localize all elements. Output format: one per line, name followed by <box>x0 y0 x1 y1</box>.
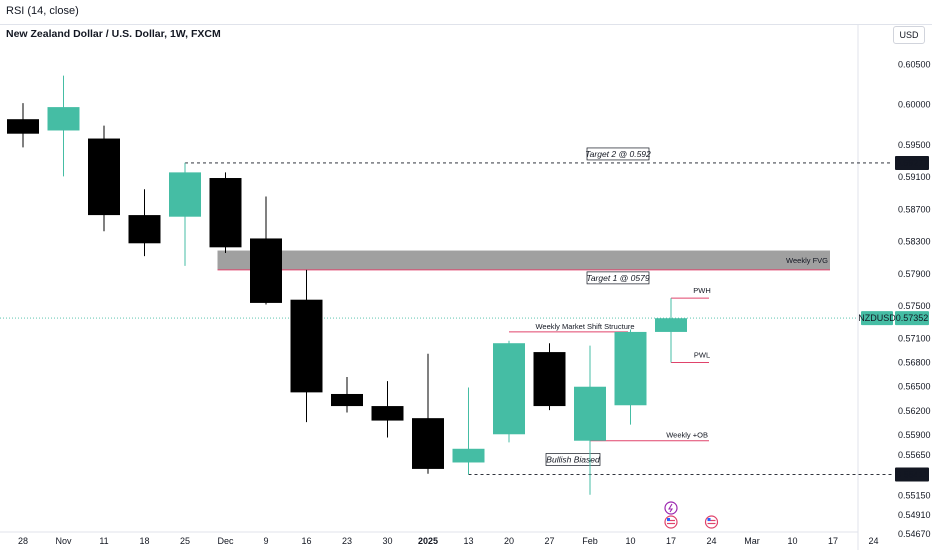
x-tick-label: 16 <box>301 536 311 546</box>
y-tick-label: 0.55150 <box>898 491 931 501</box>
candle-body[interactable] <box>371 406 404 421</box>
x-tick-label: 25 <box>180 536 190 546</box>
price-badge <box>895 311 929 326</box>
pwl-label: PWL <box>694 351 710 360</box>
y-tick-label: 0.56200 <box>898 406 931 416</box>
x-tick-label: 18 <box>139 536 149 546</box>
candle-body[interactable] <box>88 138 120 216</box>
candle-body[interactable] <box>574 386 606 441</box>
x-tick-label: 27 <box>544 536 554 546</box>
candle-body[interactable] <box>290 299 323 393</box>
candle-body[interactable] <box>452 448 485 463</box>
price-badge-text: 0.59277 <box>896 158 929 168</box>
indicator-bar: RSI (14, close) <box>0 0 932 25</box>
x-tick-label: 13 <box>463 536 473 546</box>
us-flag-canton <box>667 518 670 521</box>
y-tick-label: 0.59100 <box>898 172 931 182</box>
target-1-label: Target 1 @ 0579 <box>586 273 649 283</box>
y-tick-label: 0.54670 <box>898 529 931 539</box>
price-badge-text: 0.55411 <box>896 469 928 479</box>
x-tick-label: 10 <box>787 536 797 546</box>
x-tick-label: Nov <box>55 536 72 546</box>
y-tick-label: 0.57500 <box>898 301 931 311</box>
y-tick-label: 0.59500 <box>898 140 931 150</box>
indicator-label[interactable]: RSI (14, close) <box>6 5 79 17</box>
x-tick-label: Feb <box>582 536 598 546</box>
x-tick-label: 11 <box>99 536 108 546</box>
symbol-badge-text: NZDUSD <box>858 313 896 323</box>
x-tick-label: Mar <box>744 536 760 546</box>
x-tick-label: 24 <box>706 536 716 546</box>
candle-body[interactable] <box>250 238 282 303</box>
x-tick-label: Dec <box>217 536 234 546</box>
target-2-label-box <box>586 147 650 161</box>
x-tick-label: 9 <box>263 536 268 546</box>
x-tick-label: 2025 <box>418 536 438 546</box>
x-tick-label: 23 <box>342 536 352 546</box>
x-tick-label: 24 <box>868 536 878 546</box>
bullish-biased-label: Bullish Biased <box>546 454 600 464</box>
y-tick-label: 0.57900 <box>898 269 931 279</box>
candle-body[interactable] <box>128 215 161 244</box>
x-tick-label: 17 <box>828 536 838 546</box>
candle-body[interactable] <box>7 119 39 134</box>
us-flag-canton <box>707 518 711 521</box>
y-tick-label: 0.58300 <box>898 237 931 247</box>
x-tick-label: 17 <box>666 536 676 546</box>
y-tick-label: 0.56800 <box>898 358 931 368</box>
fvg-zone <box>217 250 830 270</box>
y-tick-label: 0.60000 <box>898 100 931 110</box>
candle-body[interactable] <box>412 418 444 469</box>
currency-button[interactable]: USD <box>893 26 925 44</box>
x-tick-label: 20 <box>504 536 514 546</box>
y-tick-label: 0.54910 <box>898 510 931 520</box>
us-flag-icon[interactable] <box>664 515 678 529</box>
pwh-label: PWH <box>693 286 711 295</box>
fvg-label: Weekly FVG <box>786 256 828 265</box>
us-flag-icon[interactable] <box>704 515 719 529</box>
candle-body[interactable] <box>655 318 687 332</box>
y-tick-label: 0.57100 <box>898 333 931 343</box>
y-tick-label: 0.60500 <box>898 59 931 69</box>
target-2-label: Target 2 @ 0.592 <box>585 149 651 159</box>
candle-body[interactable] <box>614 331 647 406</box>
y-tick-label: 0.58700 <box>898 204 931 214</box>
price-badge-text: 0.57352 <box>896 313 929 323</box>
bullish-biased-label-box <box>545 453 601 466</box>
price-badge <box>895 155 929 170</box>
candle-body[interactable] <box>331 393 363 407</box>
candle-body[interactable] <box>209 178 242 248</box>
candle-body[interactable] <box>47 107 80 131</box>
price-badge <box>895 467 929 482</box>
y-tick-label: 0.55900 <box>898 430 931 440</box>
symbol-title: New Zealand Dollar / U.S. Dollar, 1W, FX… <box>6 28 221 40</box>
candle-body[interactable] <box>533 352 566 407</box>
market-shift-label: Weekly Market Shift Structure <box>535 322 634 331</box>
flash-icon[interactable] <box>664 501 678 515</box>
weekly-ob-label: Weekly +OB <box>666 431 708 440</box>
x-tick-label: 28 <box>18 536 28 546</box>
candle-body[interactable] <box>493 343 525 435</box>
y-tick-label: 0.56500 <box>898 382 931 392</box>
x-tick-label: 30 <box>382 536 392 546</box>
flash-icon-glyph <box>668 503 674 513</box>
x-tick-label: 10 <box>625 536 635 546</box>
symbol-badge <box>861 311 893 326</box>
target-1-label-box <box>586 271 650 285</box>
candle-body[interactable] <box>169 172 201 217</box>
y-tick-label: 0.55650 <box>898 450 931 460</box>
